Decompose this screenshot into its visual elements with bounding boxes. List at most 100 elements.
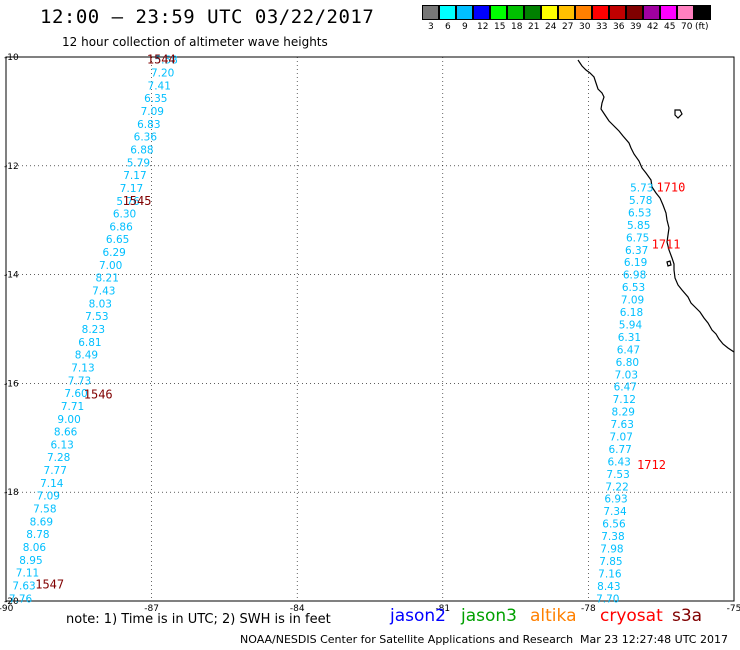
wave-height-value: 8.29	[612, 407, 635, 419]
wave-height-value: 8.69	[30, 516, 53, 528]
legend-item-cryosat: cryosat	[600, 606, 663, 626]
color-scale-label: 39	[630, 22, 642, 32]
lat-tick-label: -12	[4, 162, 19, 172]
wave-height-value: 6.36	[134, 132, 158, 144]
color-scale-swatch	[609, 5, 626, 20]
wave-height-value: 7.38	[601, 531, 624, 543]
wave-height-value: 7.43	[92, 286, 115, 298]
wave-height-value: 6.31	[618, 332, 641, 344]
wave-height-value: 6.37	[625, 245, 648, 257]
color-scale-swatch	[660, 5, 677, 20]
wave-height-value: 7.85	[599, 556, 622, 568]
legend-item-jason3: jason3	[461, 606, 517, 626]
wave-height-value: 5.76	[116, 196, 140, 208]
map-grid	[6, 57, 734, 601]
wave-height-value: 7.63	[12, 580, 35, 592]
wave-height-value: 8.23	[82, 324, 105, 336]
lon-tick-label: -87	[144, 604, 159, 614]
wave-height-value: 7.77	[44, 465, 67, 477]
wave-height-value: 7.71	[61, 401, 84, 413]
lon-tick-label: -78	[581, 604, 596, 614]
page-subtitle: 12 hour collection of altimeter wave hei…	[62, 35, 328, 49]
wave-height-value: 7.00	[99, 260, 122, 272]
wave-height-value: 5.73	[630, 183, 653, 195]
wave-height-value: 7.76	[9, 593, 33, 605]
wave-height-value: 6.65	[106, 234, 129, 246]
color-scale-swatch	[541, 5, 558, 20]
axis-labels: -90 -87 -84 -81 -78 -75 -10 -12 -14 -16 -18 -20	[0, 53, 740, 614]
wave-height-value: 6.98	[623, 270, 646, 282]
wave-height-value: 8.03	[89, 298, 112, 310]
page-title: 12:00 – 23:59 UTC 03/22/2017	[40, 6, 375, 28]
color-scale-swatch	[694, 5, 711, 20]
wave-height-value: 7.09	[37, 491, 60, 503]
color-scale-label: 70	[681, 22, 693, 32]
legend-item-s3a: s3a	[672, 606, 703, 626]
wave-height-value: 8.66	[54, 427, 78, 439]
color-scale-swatch	[490, 5, 507, 20]
wave-height-value: 7.63	[611, 419, 634, 431]
color-scale-swatch	[473, 5, 490, 20]
color-scale-label: 3	[428, 22, 434, 32]
wave-height-value: 8.06	[23, 542, 47, 554]
wave-height-value: 7.09	[141, 106, 164, 118]
color-scale-swatch	[422, 5, 439, 20]
wave-height-value: 6.47	[614, 382, 637, 394]
color-scale-label: 30	[579, 22, 591, 32]
wave-height-value: 7.60	[64, 388, 87, 400]
legend-item-jason2: jason2	[390, 606, 446, 626]
wave-height-value: 7.22	[605, 481, 628, 493]
pass-time-label: 1547	[35, 578, 64, 592]
wave-height-value: 7.09	[621, 295, 644, 307]
color-scale-swatch	[592, 5, 609, 20]
wave-height-value: 7.13	[71, 362, 94, 374]
generation-timestamp: Mar 23 12:27:48 UTC 2017	[580, 633, 728, 646]
pass-time-label: 1711	[652, 238, 681, 252]
color-scale-swatch	[558, 5, 575, 20]
wave-height-value: 9.00	[57, 414, 80, 426]
lon-tick-label: -84	[290, 604, 305, 614]
color-scale-label: 21	[528, 22, 540, 32]
wave-height-value: 7.11	[16, 568, 39, 580]
altimeter-tracks: 5.587.207.416.357.096.836.366.885.797.17…	[9, 53, 685, 606]
wave-height-value: 6.29	[102, 247, 125, 259]
wave-height-value: 6.80	[616, 357, 639, 369]
credit-line: NOAA/NESDIS Center for Satellite Applica…	[240, 633, 574, 646]
pass-time-label: 1710	[656, 181, 685, 195]
color-scale-label: 42	[647, 22, 659, 32]
wave-height-value: 7.20	[151, 68, 174, 80]
lat-tick-label: -10	[4, 53, 19, 63]
pass-time-label: 1712	[637, 458, 666, 472]
wave-height-value: 6.53	[628, 207, 651, 219]
wave-height-value: 7.14	[40, 478, 64, 490]
color-scale-swatch	[456, 5, 473, 20]
color-scale-swatch	[507, 5, 524, 20]
wave-height-value: 7.03	[615, 369, 638, 381]
wave-height-value: 8.43	[597, 581, 620, 593]
wave-height-value: 8.49	[75, 350, 98, 362]
units-note: note: 1) Time is in UTC; 2) SWH is in fe…	[66, 612, 331, 627]
lat-tick-label: -16	[4, 379, 19, 389]
color-scale-swatch	[439, 5, 456, 20]
legend-item-altika: altika	[530, 606, 577, 626]
wave-height-value: 7.53	[85, 311, 108, 323]
color-scale-swatch	[677, 5, 694, 20]
wave-height-value: 6.19	[624, 257, 647, 269]
wave-height-value: 5.85	[627, 220, 650, 232]
pass-time-label: 1546	[84, 387, 113, 401]
wave-height-value: 7.16	[598, 568, 622, 580]
wave-height-value: 7.28	[47, 452, 70, 464]
color-scale-label: 33	[596, 22, 608, 32]
wave-height-value: 7.53	[606, 469, 629, 481]
color-scale-label: 12	[477, 22, 489, 32]
wave-height-value: 6.83	[137, 119, 160, 131]
color-scale-label: 9	[462, 22, 468, 32]
wave-height-value: 6.30	[113, 209, 136, 221]
color-scale-label: 24	[545, 22, 557, 32]
wave-height-value: 7.73	[68, 375, 91, 387]
wave-height-value: 7.58	[33, 504, 56, 516]
wave-height-value: 6.47	[617, 344, 640, 356]
color-scale-label: 6	[445, 22, 451, 32]
